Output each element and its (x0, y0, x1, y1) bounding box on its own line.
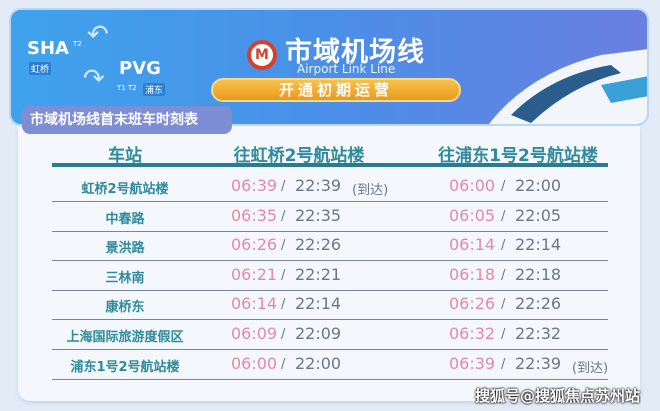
line-subtitle: Airport Link Line (297, 62, 396, 76)
station-name: 三林南 (105, 270, 145, 286)
last-train-to-pudong: 22:00 (515, 176, 562, 195)
separator: / (501, 179, 506, 194)
first-train-to-pudong: 06:05 (449, 205, 496, 225)
first-train-to-pudong: 06:18 (449, 264, 496, 284)
sha-code: SHA (27, 38, 69, 59)
metro-logo-icon: M (247, 40, 277, 70)
first-train-to-pudong: 06:39 (449, 353, 496, 373)
first-train-to-hongqiao: 06:14 (231, 294, 278, 314)
first-train-to-hongqiao: 06:09 (231, 324, 278, 343)
pvg-cn-tag: 浦东 (143, 83, 166, 96)
status-badge: 开通初期运营 (211, 78, 461, 102)
separator: / (501, 356, 506, 372)
separator: / (501, 297, 506, 313)
table-row: 三林南 06:21 / 22:21 06:18 / 22:18 (0, 260, 660, 290)
first-train-to-hongqiao: 06:26 (231, 235, 278, 255)
header-divider (52, 163, 608, 167)
row-divider (52, 378, 608, 380)
separator: / (281, 297, 286, 313)
separator: / (281, 179, 286, 194)
table-row: 中春路 06:35 / 22:35 06:05 / 22:05 (0, 201, 660, 231)
separator: / (501, 267, 506, 283)
row-divider (52, 201, 608, 202)
station-name: 虹桥2号航站楼 (81, 182, 169, 197)
station-name: 浦东1号2号航站楼 (70, 359, 180, 375)
sha-cn-tag: 虹桥 (29, 62, 52, 75)
station-name: 中春路 (105, 211, 145, 227)
last-train-to-hongqiao: 22:35 (295, 205, 342, 225)
timetable-panel (18, 126, 640, 401)
table-row: 浦东1号2号航站楼 06:00 / 22:00 06:39 / 22:39 (到… (0, 349, 660, 379)
separator: / (281, 356, 286, 372)
last-train-to-pudong: 22:05 (515, 205, 562, 225)
line-title: 市域机场线 (285, 37, 425, 68)
row-divider (52, 260, 608, 262)
first-train-to-pudong: 06:14 (449, 235, 496, 255)
sha-terminal: T2 (73, 40, 82, 48)
row-divider (52, 230, 608, 232)
table-title: 市域机场线首末班车时刻表 (22, 106, 232, 134)
separator: / (281, 208, 286, 224)
row-divider (52, 349, 608, 350)
header-to-hongqiao: 往虹桥2号航站楼 (233, 146, 365, 166)
last-train-to-hongqiao: 22:39 (295, 176, 342, 195)
station-name: 康桥东 (105, 300, 145, 316)
header-to-pudong: 往浦东1号2号航站楼 (438, 146, 598, 166)
station-name: 景洪路 (105, 241, 145, 257)
first-train-to-hongqiao: 06:39 (231, 176, 278, 195)
last-train-to-hongqiao: 22:21 (295, 264, 342, 284)
first-train-to-pudong: 06:26 (449, 294, 496, 314)
station-name: 上海国际旅游度假区 (66, 330, 184, 345)
arrow-icon: ↶ (87, 20, 109, 50)
separator: / (501, 327, 506, 342)
arrow-icon: ↷ (83, 64, 105, 94)
last-train-to-pudong: 22:39 (515, 353, 562, 373)
last-train-to-pudong: 22:14 (515, 235, 562, 255)
table-row: 景洪路 06:26 / 22:26 06:14 / 22:14 (0, 230, 660, 260)
last-train-to-pudong: 22:18 (515, 264, 562, 284)
train-icon (489, 49, 647, 124)
arrival-note: (到达) (572, 360, 609, 376)
table-row: 上海国际旅游度假区 06:09 / 22:09 06:32 / 22:32 (0, 319, 660, 349)
pvg-code: PVG (119, 58, 161, 79)
separator: / (281, 267, 286, 283)
separator: / (281, 327, 286, 342)
first-train-to-pudong: 06:00 (449, 176, 496, 195)
row-divider (52, 289, 608, 291)
last-train-to-hongqiao: 22:26 (295, 235, 342, 255)
separator: / (501, 208, 506, 224)
first-train-to-pudong: 06:32 (449, 324, 496, 343)
last-train-to-pudong: 22:32 (515, 324, 562, 343)
table-row: 虹桥2号航站楼 06:39 / 22:39 (到达) 06:00 / 22:00 (0, 171, 660, 201)
first-train-to-hongqiao: 06:21 (231, 264, 278, 284)
row-divider (52, 319, 608, 321)
first-train-to-hongqiao: 06:35 (231, 205, 278, 225)
first-train-to-hongqiao: 06:00 (231, 353, 278, 373)
last-train-to-hongqiao: 22:14 (295, 294, 342, 314)
table-row: 康桥东 06:14 / 22:14 06:26 / 22:26 (0, 289, 660, 319)
last-train-to-hongqiao: 22:00 (295, 353, 342, 373)
arrival-note: (到达) (352, 183, 389, 198)
header-station: 车站 (108, 146, 142, 166)
last-train-to-pudong: 22:26 (515, 294, 562, 314)
separator: / (501, 238, 506, 254)
last-train-to-hongqiao: 22:09 (295, 324, 342, 343)
separator: / (281, 238, 286, 254)
watermark: 搜狐号@搜狐焦点苏州站 (475, 387, 641, 405)
pvg-terminal: T1 T2 (117, 84, 137, 92)
